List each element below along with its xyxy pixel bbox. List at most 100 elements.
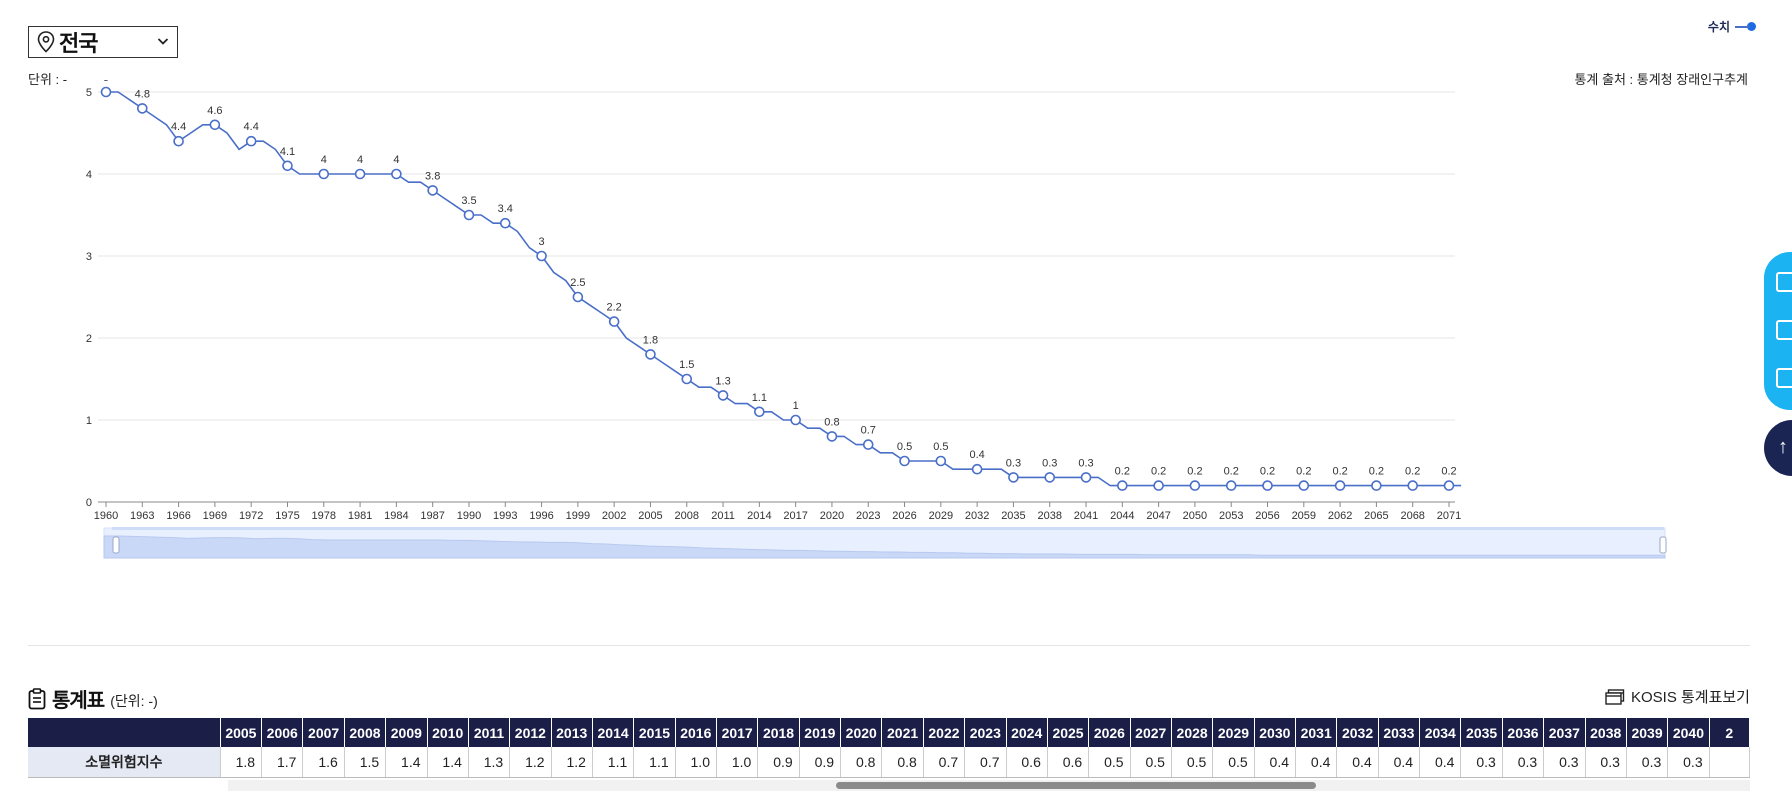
x-tick-label: 1990 (457, 510, 481, 522)
data-label: 0.2 (1187, 466, 1202, 478)
x-tick-label: 1972 (239, 510, 263, 522)
data-label: 0.8 (824, 416, 839, 428)
table-cell: 0.3 (1460, 747, 1503, 778)
unit-label: 단위 : - (28, 72, 68, 87)
table-cell: 0.3 (1502, 747, 1545, 778)
data-point (717, 390, 729, 401)
data-point (1262, 480, 1273, 491)
table-year-header: 2034 (1419, 718, 1462, 747)
x-tick-label: 2029 (929, 510, 953, 522)
table-year-header: 2019 (799, 718, 842, 747)
chart-legend[interactable]: 수치 (1708, 18, 1756, 35)
map-pin-icon (37, 31, 55, 53)
table-horizontal-scrollbar[interactable] (228, 780, 1750, 791)
scrollbar-thumb[interactable] (836, 782, 1316, 789)
data-point (463, 209, 475, 221)
table-year-header: 2022 (923, 718, 966, 747)
x-tick-label: 2068 (1400, 510, 1424, 522)
source-label: 통계 출처 : 통계청 장래인구추계 (1574, 72, 1748, 87)
table-year-header: 2033 (1378, 718, 1421, 747)
data-point (1298, 480, 1310, 491)
x-tick-label: 2035 (1001, 510, 1025, 522)
data-point (1225, 480, 1237, 491)
table-cell: 0.5 (1130, 747, 1172, 778)
x-tick-label: 2008 (675, 510, 699, 522)
data-label: 3.8 (425, 170, 440, 182)
data-point (318, 168, 330, 180)
table-year-header: 2028 (1171, 718, 1214, 747)
data-label: 0.4 (969, 449, 984, 461)
x-tick-label: 2011 (711, 510, 735, 522)
table-row: 소멸위험지수 1.8 1.7 1.6 1.5 1.4 1.4 1.3 1.2 1.2 1.1 1.1 1… (28, 747, 1750, 778)
table-year-header: 2009 (385, 718, 428, 747)
table-year-header: 2029 (1212, 718, 1255, 747)
region-select[interactable]: 전국 (28, 26, 178, 58)
data-point (1153, 480, 1164, 491)
navigator-left-handle[interactable] (112, 536, 120, 554)
table-cell: 1.6 (302, 747, 345, 778)
table-cell: 0.3 (1585, 747, 1627, 778)
table-cell: 1.2 (509, 747, 552, 778)
x-tick-label: 2041 (1074, 510, 1098, 522)
x-tick-label: 2044 (1110, 510, 1134, 522)
data-point (1443, 480, 1455, 491)
kosis-table-link[interactable]: KOSIS 통계표보기 (1605, 686, 1750, 707)
data-label: 4.4 (171, 121, 186, 133)
table-year-header: 2026 (1088, 718, 1131, 747)
chevron-down-icon (157, 38, 169, 45)
table-cell: 0.4 (1295, 747, 1338, 778)
window-icon (1605, 688, 1625, 705)
data-label: 4.4 (244, 121, 259, 133)
table-cell: 0.4 (1336, 747, 1379, 778)
y-tick-label: 0 (86, 497, 92, 509)
data-point (354, 168, 366, 180)
x-tick-label: 1975 (275, 510, 299, 522)
bookmark-tab-icon[interactable] (1776, 368, 1792, 388)
x-tick-label: 2065 (1364, 510, 1388, 522)
x-tick-label: 1996 (529, 510, 553, 522)
x-tick-label: 1999 (566, 510, 590, 522)
navigator-right-handle[interactable] (1659, 536, 1667, 554)
data-point (1008, 472, 1019, 483)
x-tick-label: 1969 (203, 510, 227, 522)
x-tick-label: 1981 (348, 510, 372, 522)
table-year-header: 2018 (757, 718, 800, 747)
table-cell: 1.4 (427, 747, 469, 778)
series-line (106, 91, 1462, 487)
home-tab-icon[interactable] (1776, 272, 1792, 292)
document-tab-icon[interactable] (1776, 320, 1792, 340)
data-point (536, 250, 547, 262)
table-cell: 0.4 (1378, 747, 1421, 778)
x-tick-label: 2062 (1328, 510, 1352, 522)
legend-label: 수치 (1707, 20, 1730, 34)
table-year-header: 2032 (1336, 718, 1379, 747)
legend-line-swatch (1735, 25, 1749, 28)
table-year-header: 2040 (1667, 718, 1710, 747)
table-cell: 0.5 (1212, 747, 1255, 778)
table-cell: 1.5 (344, 747, 387, 778)
table-cell: 0.6 (1006, 747, 1048, 778)
data-point (971, 463, 983, 475)
table-cell: 0.7 (923, 747, 966, 778)
table-cell: 0.4 (1419, 747, 1462, 778)
data-label: 0.3 (1078, 457, 1093, 469)
table-year-header: 2008 (344, 718, 387, 747)
table-cell (1709, 747, 1750, 778)
table-year-header: 2031 (1295, 718, 1338, 747)
table-cell: 0.3 (1626, 747, 1669, 778)
y-tick-label: 5 (86, 87, 92, 99)
x-tick-label: 2056 (1255, 510, 1279, 522)
table-year-header: 2014 (592, 718, 635, 747)
table-year-header: 2006 (261, 718, 304, 747)
table-year-header: 2036 (1502, 718, 1545, 747)
data-point (100, 86, 112, 98)
data-label: 4 (321, 154, 327, 166)
table-year-header: 2024 (1006, 718, 1048, 747)
table-cell: 0.8 (881, 747, 924, 778)
stat-table: 2005 2006 2007 2008 2009 2010 2011 2012 2013 2014… (28, 718, 1750, 778)
section-divider (28, 645, 1750, 646)
data-point (1044, 472, 1056, 483)
data-point (1080, 472, 1092, 483)
x-tick-label: 2020 (820, 510, 844, 522)
data-point (681, 373, 693, 385)
